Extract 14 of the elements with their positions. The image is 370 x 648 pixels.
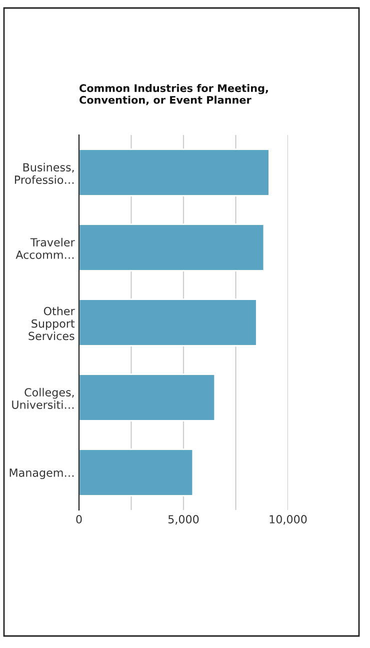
bar bbox=[79, 224, 265, 272]
y-tick-label: Traveler Accomm… bbox=[16, 238, 75, 259]
x-tick-label: 5,000 bbox=[168, 515, 199, 525]
x-tick-label: 0 bbox=[76, 515, 82, 524]
bar bbox=[79, 148, 270, 196]
y-tick-label: Business, Professio… bbox=[14, 162, 74, 184]
bar bbox=[79, 298, 258, 346]
y-tick-label: Managem… bbox=[10, 468, 74, 480]
x-tick-label: 10,000 bbox=[270, 515, 307, 525]
y-tick-label: Colleges, Universiti… bbox=[12, 388, 74, 409]
bar bbox=[79, 374, 216, 422]
y-tick-label: Other Support Services bbox=[28, 306, 75, 340]
bar bbox=[79, 448, 194, 496]
chart-title: Common Industries for Meeting, Convention, or Event Planner bbox=[80, 84, 268, 106]
